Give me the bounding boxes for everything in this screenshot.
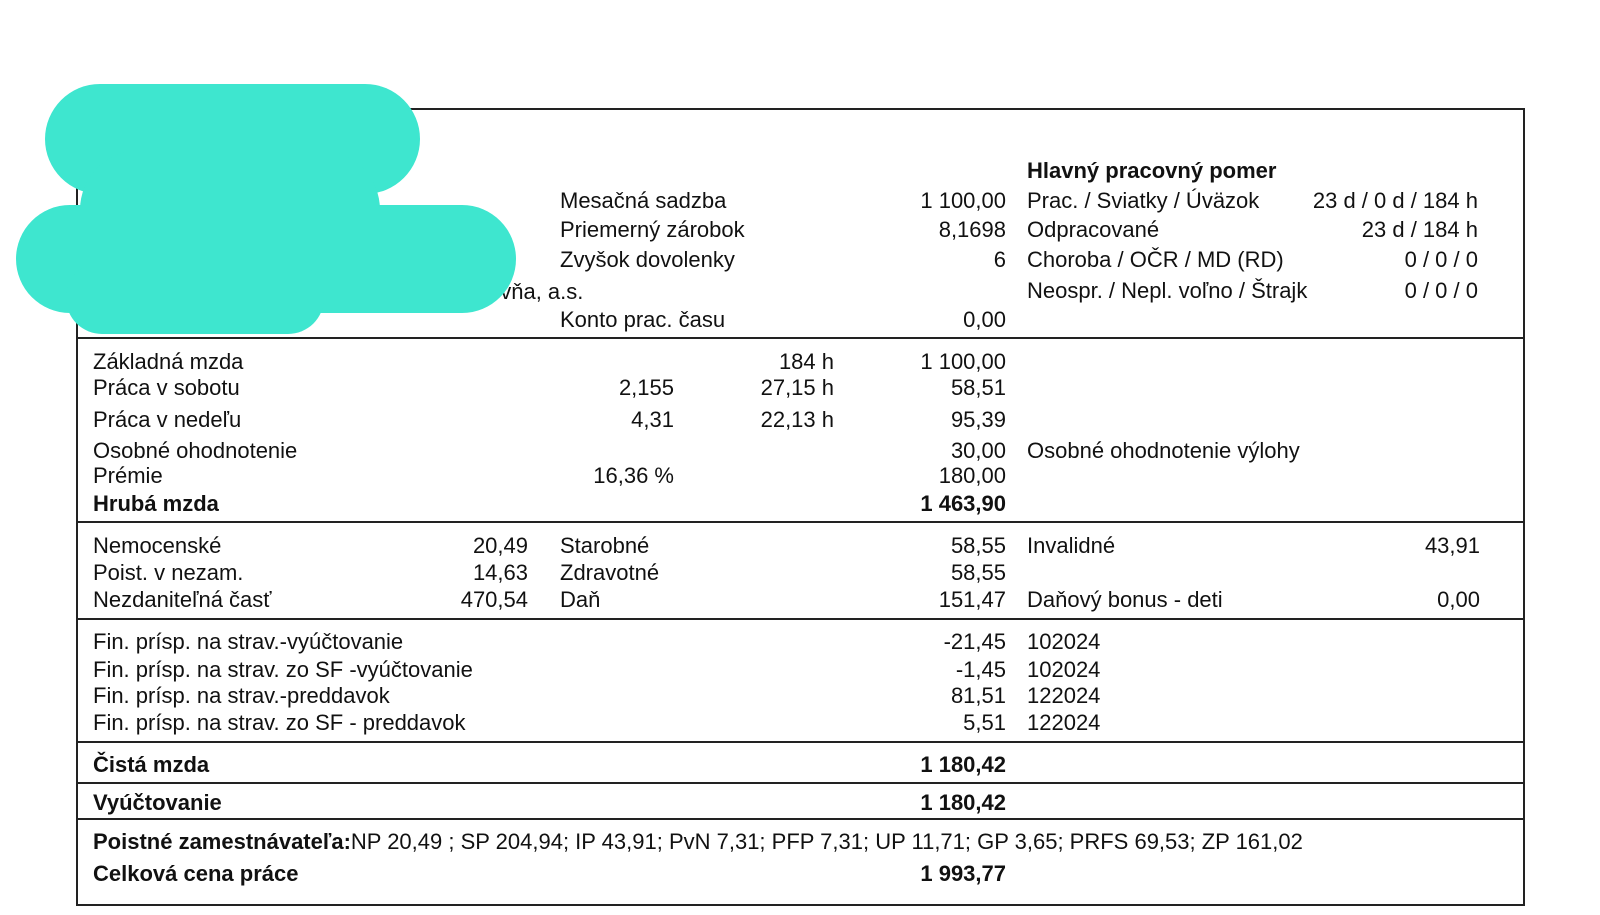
gross-wage-label: Hrubá mzda: [93, 491, 219, 516]
payslip-frame: [76, 108, 1525, 906]
meal-amount: -21,45: [943, 629, 1006, 654]
wage-amount: 1 100,00: [920, 349, 1006, 374]
wage-note: Osobné ohodnotenie výlohy: [1027, 438, 1300, 463]
wage-amount: 30,00: [950, 438, 1006, 463]
meal-amount: -1,45: [955, 657, 1006, 682]
deduction-label: Poist. v nezam.: [93, 560, 244, 585]
employment-value: 23 d / 184 h: [1361, 217, 1478, 242]
wage-label: Práca v nedeľu: [93, 407, 242, 432]
wage-label: Základná mzda: [93, 349, 244, 374]
deduction-value: 0,00: [1437, 587, 1480, 612]
meal-label: Fin. prísp. na strav.-preddavok: [93, 683, 390, 708]
employment-value: 0 / 0 / 0: [1404, 278, 1478, 303]
meal-label: Fin. prísp. na strav.-vyúčtovanie: [93, 629, 404, 654]
redaction-mark: [66, 262, 324, 334]
meal-period: 122024: [1027, 683, 1101, 708]
section-divider: [76, 782, 1525, 784]
wage-label: Práca v sobotu: [93, 375, 240, 400]
wage-amount: 180,00: [938, 463, 1006, 488]
meal-period: 102024: [1027, 629, 1101, 654]
wage-label: Osobné ohodnotenie: [93, 438, 298, 463]
deduction-label: Daňový bonus - deti: [1027, 587, 1223, 612]
avg-earnings-label: Priemerný zárobok: [560, 217, 745, 242]
net-wage-label: Čistá mzda: [93, 752, 210, 777]
employment-value: 0 / 0 / 0: [1404, 247, 1478, 272]
vacation-rest-value: 6: [993, 247, 1006, 272]
total-labor-cost-label: Celková cena práce: [93, 861, 299, 886]
wage-rate: 2,155: [618, 375, 674, 400]
meal-amount: 81,51: [950, 683, 1006, 708]
meal-amount: 5,51: [963, 710, 1006, 735]
wage-rate: 16,36 %: [593, 463, 674, 488]
section-divider: [76, 741, 1525, 743]
deduction-label: Daň: [560, 587, 601, 612]
section-divider: [76, 337, 1525, 339]
deduction-value: 58,55: [950, 533, 1006, 558]
deduction-label: Zdravotné: [560, 560, 660, 585]
monthly-rate-label: Mesačná sadzba: [560, 188, 727, 213]
employment-label: Neospr. / Nepl. voľno / Štrajk: [1027, 278, 1308, 303]
deduction-label: Starobné: [560, 533, 650, 558]
employment-label: Odpracované: [1027, 217, 1160, 242]
deduction-value: 20,49: [472, 533, 528, 558]
deduction-value: 470,54: [460, 587, 528, 612]
avg-earnings-value: 8,1698: [938, 217, 1006, 242]
work-account-value: 0,00: [963, 307, 1006, 332]
vacation-rest-label: Zvyšok dovolenky: [560, 247, 735, 272]
settlement-label: Vyúčtovanie: [93, 790, 222, 815]
wage-amount: 95,39: [950, 407, 1006, 432]
wage-hours: 22,13 h: [760, 407, 834, 432]
employment-value: 23 d / 0 d / 184 h: [1312, 188, 1478, 213]
section-divider: [76, 618, 1525, 620]
employment-label: Choroba / OČR / MD (RD): [1027, 247, 1284, 272]
monthly-rate-value: 1 100,00: [920, 188, 1006, 213]
settlement-amount: 1 180,42: [920, 790, 1006, 815]
wage-rate: 4,31: [631, 407, 674, 432]
employer-contributions-label: Poistné zamestnávateľa:: [93, 829, 351, 854]
deduction-value: 14,63: [472, 560, 528, 585]
total-labor-cost-amount: 1 993,77: [920, 861, 1006, 886]
wage-label: Prémie: [93, 463, 163, 488]
work-account-label: Konto prac. času: [560, 307, 726, 332]
section-divider: [76, 521, 1525, 523]
employment-title: Hlavný pracovný pomer: [1027, 158, 1277, 183]
employment-label: Prac. / Sviatky / Úväzok: [1027, 188, 1260, 213]
wage-hours: 184 h: [778, 349, 834, 374]
meal-label: Fin. prísp. na strav. zo SF - preddavok: [93, 710, 466, 735]
gross-wage-amount: 1 463,90: [920, 491, 1006, 516]
meal-period: 122024: [1027, 710, 1101, 735]
wage-hours: 27,15 h: [760, 375, 834, 400]
deduction-value: 151,47: [938, 587, 1006, 612]
deduction-label: Nezdaniteľná časť: [93, 587, 272, 612]
net-wage-amount: 1 180,42: [920, 752, 1006, 777]
employer-contributions: Poistné zamestnávateľa:NP 20,49 ; SP 204…: [93, 829, 1303, 855]
meal-label: Fin. prísp. na strav. zo SF -vyúčtovanie: [93, 657, 473, 682]
deduction-label: Invalidné: [1027, 533, 1116, 558]
deduction-label: Nemocenské: [93, 533, 222, 558]
deduction-value: 58,55: [950, 560, 1006, 585]
wage-amount: 58,51: [950, 375, 1006, 400]
section-divider: [76, 818, 1525, 820]
employer-contributions-value: NP 20,49 ; SP 204,94; IP 43,91; PvN 7,31…: [350, 829, 1303, 854]
deduction-value: 43,91: [1424, 533, 1480, 558]
meal-period: 102024: [1027, 657, 1101, 682]
